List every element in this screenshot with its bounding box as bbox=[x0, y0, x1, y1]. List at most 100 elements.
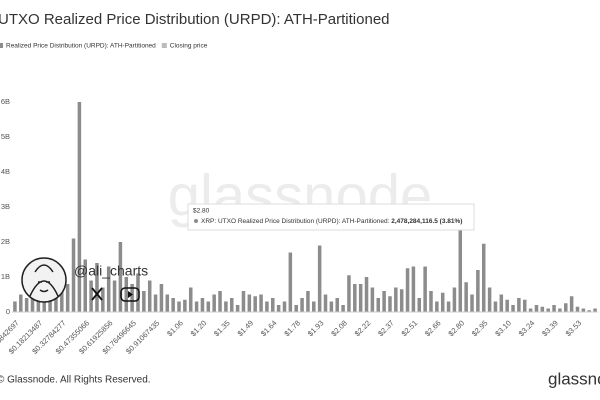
bar bbox=[517, 298, 521, 312]
bar bbox=[194, 301, 199, 312]
x-tick-label: $3.53 bbox=[564, 318, 584, 338]
avatar-face bbox=[29, 264, 59, 297]
bar bbox=[118, 242, 123, 312]
bar bbox=[89, 280, 93, 312]
bar bbox=[212, 294, 216, 312]
bar bbox=[581, 308, 586, 312]
bar bbox=[499, 294, 504, 312]
bar bbox=[440, 292, 445, 312]
bar bbox=[458, 225, 463, 312]
x-tick-label: $1.06 bbox=[165, 318, 185, 338]
bar bbox=[159, 284, 164, 312]
legend: Realized Price Distribution (URPD): ATH-… bbox=[0, 43, 208, 50]
bar bbox=[353, 284, 357, 312]
y-tick-label: 0 bbox=[6, 307, 10, 316]
bar bbox=[358, 284, 363, 312]
bar bbox=[587, 310, 591, 312]
bar bbox=[77, 102, 82, 312]
bar bbox=[112, 280, 117, 312]
bar bbox=[481, 243, 486, 312]
chart-title: UTXO Realized Price Distribution (URPD):… bbox=[0, 11, 390, 28]
bar bbox=[511, 305, 515, 312]
bar bbox=[411, 266, 416, 312]
bar bbox=[564, 303, 568, 312]
author-badge: @ali_charts bbox=[21, 257, 148, 303]
y-tick-label: 6B bbox=[1, 97, 10, 106]
bar bbox=[171, 298, 175, 312]
bar bbox=[405, 268, 410, 312]
bar bbox=[534, 305, 539, 312]
x-tick-label: $1.93 bbox=[306, 318, 326, 338]
bar bbox=[30, 291, 35, 312]
bar bbox=[575, 306, 580, 312]
tooltip-dot bbox=[194, 219, 198, 223]
bar bbox=[558, 308, 562, 312]
bar bbox=[446, 301, 451, 312]
bar bbox=[142, 291, 146, 312]
bar bbox=[241, 291, 246, 312]
bar bbox=[470, 294, 474, 312]
x-tick-label: $1.35 bbox=[212, 318, 232, 338]
bar bbox=[429, 291, 433, 312]
y-tick-label: 2B bbox=[1, 237, 10, 246]
bar bbox=[271, 298, 275, 312]
tooltip: $2.80 XRP: UTXO Realized Price Distribut… bbox=[187, 203, 475, 231]
bar bbox=[370, 287, 375, 312]
bar bbox=[19, 294, 23, 312]
bar bbox=[493, 301, 498, 312]
x-tick-label: $3.24 bbox=[517, 318, 537, 338]
y-tick-label: 5B bbox=[1, 132, 10, 141]
bar bbox=[399, 289, 404, 312]
youtube-play bbox=[128, 291, 133, 298]
bar bbox=[382, 291, 386, 312]
bar bbox=[247, 294, 252, 312]
bar bbox=[83, 259, 88, 312]
bar bbox=[335, 298, 339, 312]
bar bbox=[106, 266, 111, 312]
x-icon bbox=[91, 287, 103, 301]
bar bbox=[464, 282, 468, 312]
bar bbox=[522, 299, 527, 312]
author-handle: @ali_charts bbox=[74, 263, 148, 279]
bar bbox=[376, 298, 381, 312]
bar bbox=[388, 296, 392, 312]
x-tick-label: $1.78 bbox=[282, 318, 302, 338]
bar bbox=[312, 301, 316, 312]
bar bbox=[306, 291, 310, 312]
bar bbox=[417, 298, 422, 312]
x-tick-label: $3.10 bbox=[493, 318, 513, 338]
bar bbox=[593, 308, 597, 312]
bar bbox=[165, 294, 170, 312]
bar bbox=[36, 294, 41, 312]
bar bbox=[394, 287, 398, 312]
bar bbox=[476, 270, 480, 312]
bar bbox=[206, 301, 211, 312]
bar bbox=[224, 301, 228, 312]
bar bbox=[235, 305, 240, 312]
x-tick-label: $2.37 bbox=[376, 318, 396, 338]
bar bbox=[259, 294, 263, 312]
bar bbox=[188, 287, 193, 312]
bar bbox=[347, 275, 351, 312]
y-tick-label: 4B bbox=[1, 167, 10, 176]
bar bbox=[265, 301, 269, 312]
bar bbox=[54, 291, 58, 312]
bar bbox=[300, 298, 304, 312]
bar bbox=[229, 298, 234, 312]
legend-swatch bbox=[161, 43, 167, 48]
bar bbox=[288, 252, 293, 312]
bar bbox=[546, 308, 550, 312]
tooltip-value: 2,478,284,116.5 (3.81%) bbox=[391, 218, 462, 225]
bar bbox=[71, 238, 76, 312]
bar bbox=[183, 299, 187, 312]
tooltip-title: $2.80 bbox=[193, 208, 210, 215]
footer: © Glassnode. All Rights Reserved. bbox=[0, 375, 151, 386]
x-tick-label: $2.66 bbox=[423, 318, 443, 338]
youtube-icon bbox=[120, 287, 140, 302]
bar bbox=[423, 266, 427, 312]
legend-swatch bbox=[0, 43, 3, 48]
bar bbox=[276, 305, 281, 312]
bar bbox=[95, 263, 99, 312]
x-tick-label: $2.80 bbox=[446, 318, 466, 338]
